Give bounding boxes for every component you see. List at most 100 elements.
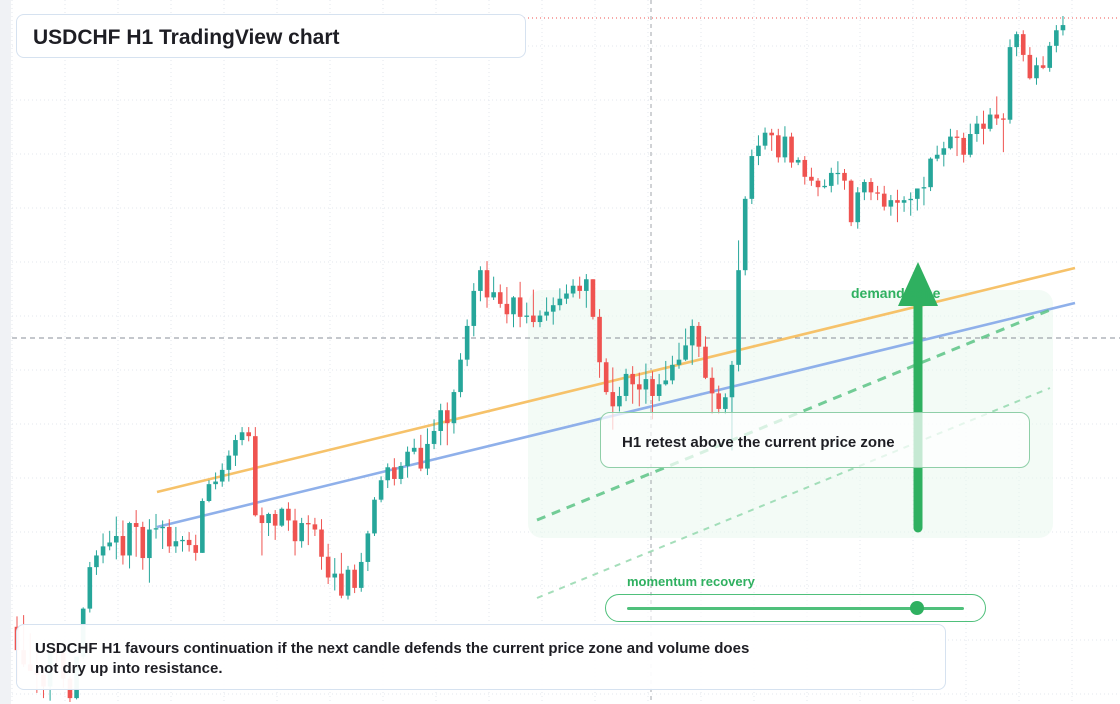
candle-body [603, 362, 609, 393]
candle-body [378, 480, 384, 500]
candle-body [332, 573, 338, 578]
candle-body [1047, 45, 1053, 68]
candle-body [703, 346, 708, 378]
candle-body [133, 523, 139, 527]
candle-body [597, 316, 602, 363]
candle-body [345, 569, 351, 596]
candle-body [848, 180, 854, 223]
candle-body [921, 187, 927, 189]
candle-body [299, 523, 304, 542]
candle-body [451, 392, 457, 424]
candle-body [934, 154, 940, 159]
candle-body [1034, 65, 1039, 79]
candle-body [842, 172, 847, 181]
candle-body [862, 181, 867, 193]
candle-body [815, 180, 821, 188]
candle-body [822, 185, 827, 188]
candle-body [795, 159, 801, 163]
candle-body [1001, 118, 1006, 120]
candle-body [279, 508, 285, 526]
chart-title: USDCHF H1 TradingView chart [33, 26, 340, 49]
candle-body [895, 200, 900, 203]
candle-body [438, 410, 443, 431]
candle-body [617, 395, 622, 407]
candle-body [186, 539, 192, 546]
candle-body [974, 123, 980, 135]
signal-arrow-head [898, 262, 938, 306]
candle-body [272, 513, 278, 526]
candle-body [809, 176, 814, 181]
demand-zone-label: demand zone [851, 285, 941, 301]
candle-body [292, 520, 298, 542]
candle-body [663, 380, 669, 385]
momentum-slider[interactable] [605, 594, 986, 622]
candle-body [994, 114, 1000, 119]
candle-body [464, 325, 470, 360]
candle-body [656, 384, 662, 396]
candle-body [114, 536, 119, 543]
candle-body [286, 508, 291, 521]
candle-body [1060, 25, 1066, 31]
candle-body [683, 345, 688, 360]
momentum-label: momentum recovery [627, 574, 755, 589]
candle-body [782, 136, 788, 158]
candle-body [736, 270, 741, 365]
candle-body [689, 325, 695, 346]
candle-body [1054, 30, 1059, 46]
candle-body [802, 159, 808, 177]
candle-body [405, 451, 410, 466]
candle-body [987, 114, 993, 129]
candle-body [305, 523, 311, 525]
candle-body [941, 148, 947, 155]
candle-body [643, 379, 649, 390]
candle-body [650, 379, 655, 396]
candle-body [445, 410, 450, 424]
candle-body [623, 373, 629, 396]
candle-body [967, 134, 973, 155]
candle-body [173, 541, 179, 547]
candle-body [1007, 47, 1013, 120]
candle-body [497, 292, 503, 304]
candle-body [484, 270, 490, 298]
candle-body [392, 467, 397, 479]
candle-body [670, 364, 675, 381]
candle-body [610, 392, 616, 407]
candle-body [352, 569, 357, 588]
candle-body [1040, 65, 1046, 68]
candle-body [491, 292, 496, 298]
left-margin [0, 0, 11, 704]
candle-body [544, 311, 549, 316]
candle-body [226, 455, 232, 470]
summary-panel: USDCHF H1 favours continuation if the ne… [16, 624, 946, 690]
candle-body [259, 515, 265, 524]
candle-body [709, 377, 715, 394]
candle-body [550, 305, 556, 312]
candle-body [915, 188, 920, 199]
momentum-track [627, 607, 964, 610]
candle-body [94, 555, 99, 568]
candle-body [312, 524, 318, 530]
retest-callout: H1 retest above the current price zone [600, 412, 1030, 468]
candle-body [458, 359, 463, 393]
momentum-knob[interactable] [909, 601, 924, 615]
candle-body [584, 279, 589, 291]
candle-body [517, 297, 523, 317]
candle-body [319, 529, 324, 557]
candle-body [206, 484, 212, 501]
candle-body [1027, 54, 1033, 79]
candle-body [716, 393, 722, 409]
candle-body [418, 447, 424, 469]
crosshair [12, 0, 1120, 704]
candle-body [193, 545, 199, 553]
candle-body [855, 192, 861, 223]
candle-body [140, 526, 146, 559]
candle-body [107, 542, 112, 547]
candle-body [961, 137, 966, 155]
candle-body [213, 481, 218, 485]
candle-body [153, 528, 159, 530]
candle-body [431, 430, 437, 444]
candle-body [531, 315, 536, 323]
candle-body [756, 145, 761, 157]
candle-body [358, 561, 364, 588]
candle-body [868, 181, 874, 193]
